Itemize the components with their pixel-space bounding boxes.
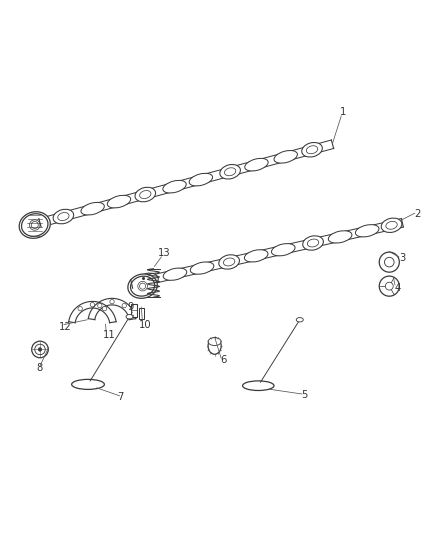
Ellipse shape bbox=[138, 273, 158, 287]
Text: 2: 2 bbox=[414, 209, 421, 219]
Ellipse shape bbox=[110, 300, 114, 304]
Ellipse shape bbox=[19, 212, 50, 238]
Ellipse shape bbox=[328, 231, 352, 243]
Bar bbox=[131, 304, 137, 317]
Ellipse shape bbox=[135, 188, 155, 201]
Ellipse shape bbox=[122, 303, 127, 308]
Ellipse shape bbox=[381, 218, 402, 232]
Ellipse shape bbox=[72, 379, 104, 390]
Ellipse shape bbox=[90, 303, 95, 307]
Text: 4: 4 bbox=[395, 284, 401, 293]
Ellipse shape bbox=[107, 196, 131, 208]
Ellipse shape bbox=[38, 348, 42, 351]
Ellipse shape bbox=[163, 268, 187, 280]
Polygon shape bbox=[88, 298, 136, 320]
Ellipse shape bbox=[126, 314, 133, 319]
Ellipse shape bbox=[272, 244, 295, 256]
Text: 13: 13 bbox=[158, 248, 171, 259]
Polygon shape bbox=[69, 302, 116, 322]
Ellipse shape bbox=[32, 341, 48, 358]
Text: 8: 8 bbox=[36, 363, 42, 373]
Ellipse shape bbox=[98, 303, 102, 308]
Ellipse shape bbox=[274, 151, 297, 163]
Ellipse shape bbox=[303, 236, 323, 250]
Ellipse shape bbox=[208, 338, 221, 345]
Ellipse shape bbox=[379, 276, 399, 296]
Ellipse shape bbox=[208, 338, 221, 354]
Text: 3: 3 bbox=[399, 253, 406, 263]
Ellipse shape bbox=[220, 165, 240, 179]
Ellipse shape bbox=[191, 262, 214, 274]
Ellipse shape bbox=[131, 276, 155, 296]
Ellipse shape bbox=[53, 209, 74, 224]
Ellipse shape bbox=[385, 257, 394, 267]
Ellipse shape bbox=[356, 225, 379, 237]
Text: 7: 7 bbox=[117, 392, 124, 402]
Ellipse shape bbox=[243, 381, 274, 391]
Ellipse shape bbox=[296, 318, 303, 322]
Text: 5: 5 bbox=[301, 390, 307, 400]
Text: 6: 6 bbox=[220, 356, 226, 365]
Text: 10: 10 bbox=[138, 320, 151, 330]
Text: 1: 1 bbox=[340, 107, 346, 117]
Ellipse shape bbox=[81, 203, 104, 215]
Bar bbox=[139, 308, 144, 319]
Text: 12: 12 bbox=[59, 322, 71, 332]
Ellipse shape bbox=[385, 282, 393, 290]
Text: 11: 11 bbox=[102, 330, 115, 341]
Ellipse shape bbox=[102, 306, 107, 311]
Ellipse shape bbox=[245, 250, 268, 262]
Ellipse shape bbox=[302, 143, 322, 157]
Ellipse shape bbox=[21, 214, 48, 236]
Ellipse shape bbox=[128, 274, 157, 298]
Ellipse shape bbox=[163, 181, 186, 193]
Ellipse shape bbox=[379, 252, 399, 272]
Ellipse shape bbox=[219, 255, 239, 269]
Ellipse shape bbox=[189, 173, 212, 186]
Text: 9: 9 bbox=[127, 302, 134, 312]
Ellipse shape bbox=[78, 306, 82, 311]
Ellipse shape bbox=[245, 158, 268, 171]
